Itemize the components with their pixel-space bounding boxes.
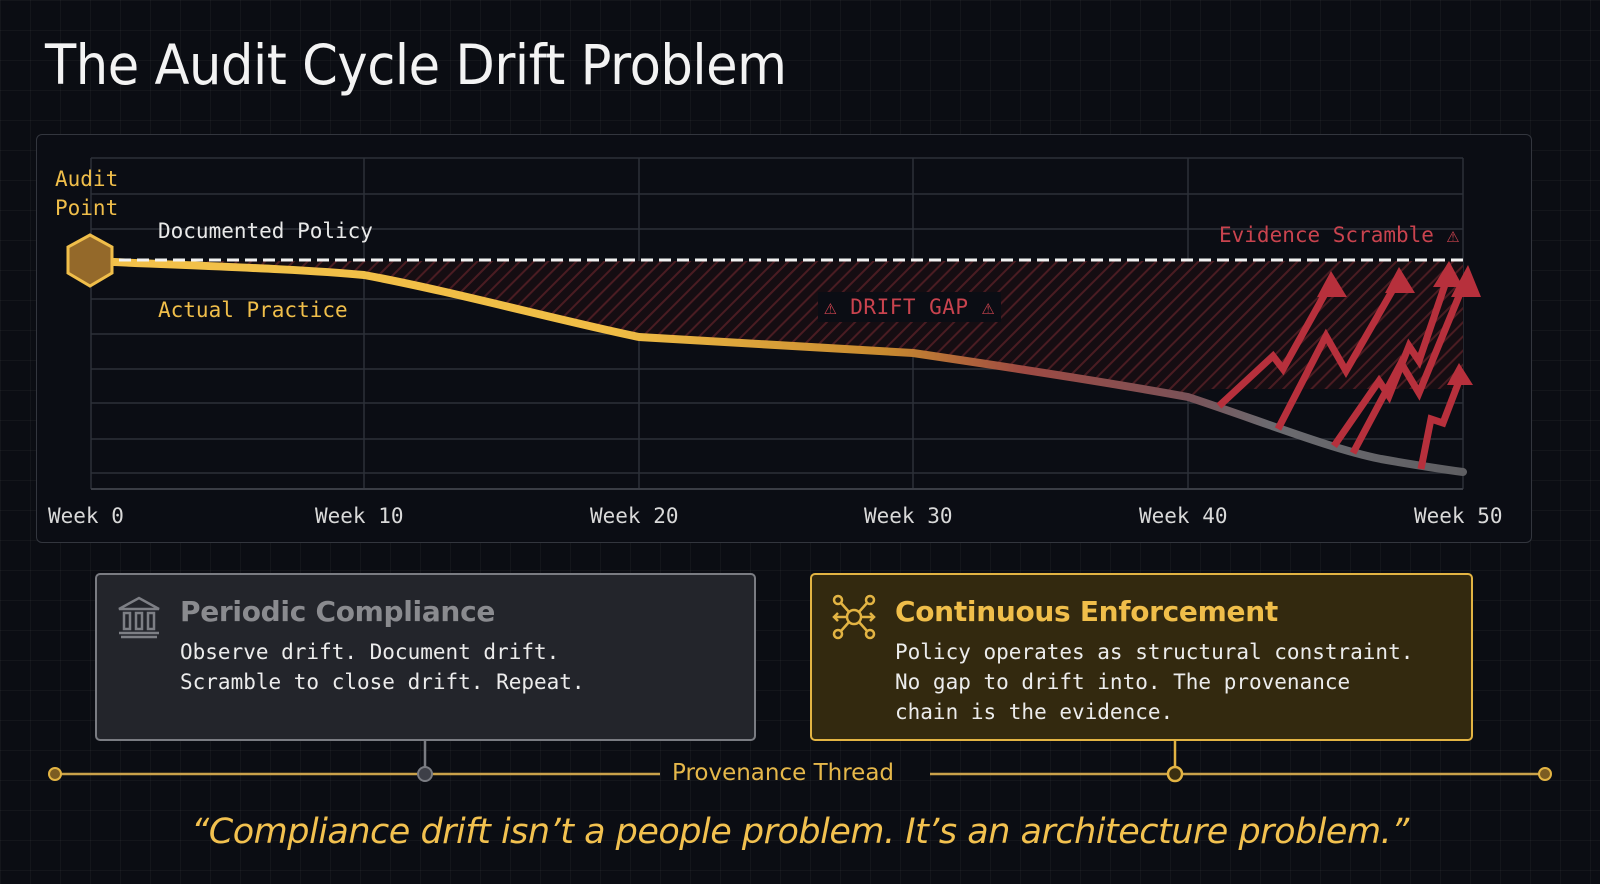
evidence-scramble-label: Evidence Scramble ⚠ <box>1219 223 1460 247</box>
page-title: The Audit Cycle Drift Problem <box>45 33 787 97</box>
thread-node-end <box>1538 767 1552 781</box>
arrow-heads <box>1317 261 1481 385</box>
x-tick-week-30: Week 30 <box>864 504 953 528</box>
audit-point-hexagon <box>66 233 114 288</box>
periodic-compliance-title: Periodic Compliance <box>180 595 496 628</box>
documented-policy-label: Documented Policy <box>158 219 373 243</box>
periodic-compliance-body: Observe drift. Document drift. Scramble … <box>180 640 585 694</box>
x-tick-week-40: Week 40 <box>1139 504 1228 528</box>
audit-point-label-line2: Point <box>55 196 119 220</box>
continuous-enforcement-title: Continuous Enforcement <box>895 595 1278 628</box>
drift-chart: Audit Point Documented Policy Actual Pra… <box>36 134 1532 543</box>
actual-practice-line <box>87 257 1467 476</box>
thread-node-start <box>48 767 62 781</box>
bank-icon <box>118 596 160 639</box>
periodic-compliance-card: Periodic Compliance Observe drift. Docum… <box>95 573 756 741</box>
audit-point-label-line1: Audit <box>55 167 119 191</box>
x-tick-week-0: Week 0 <box>48 504 124 528</box>
actual-practice-label: Actual Practice <box>158 298 348 322</box>
drift-gap-badge: ⚠ DRIFT GAP ⚠ <box>818 292 1001 322</box>
thread-node-periodic <box>417 766 433 782</box>
provenance-thread-label: Provenance Thread <box>671 760 895 786</box>
chart-canvas <box>66 157 1481 490</box>
thread-node-continuous <box>1166 765 1184 783</box>
drift-gap-region <box>91 261 1463 397</box>
continuous-enforcement-card: Continuous Enforcement Policy operates a… <box>810 573 1473 741</box>
x-tick-week-20: Week 20 <box>590 504 679 528</box>
continuous-enforcement-body: Policy operates as structural constraint… <box>895 640 1414 724</box>
x-tick-week-10: Week 10 <box>315 504 404 528</box>
provenance-thread <box>48 741 1552 783</box>
x-tick-week-50: Week 50 <box>1414 504 1503 528</box>
closing-quote: “Compliance drift isn’t a people problem… <box>191 812 1409 852</box>
evidence-scramble-arrows <box>1216 271 1470 470</box>
network-hub-icon <box>832 594 876 640</box>
